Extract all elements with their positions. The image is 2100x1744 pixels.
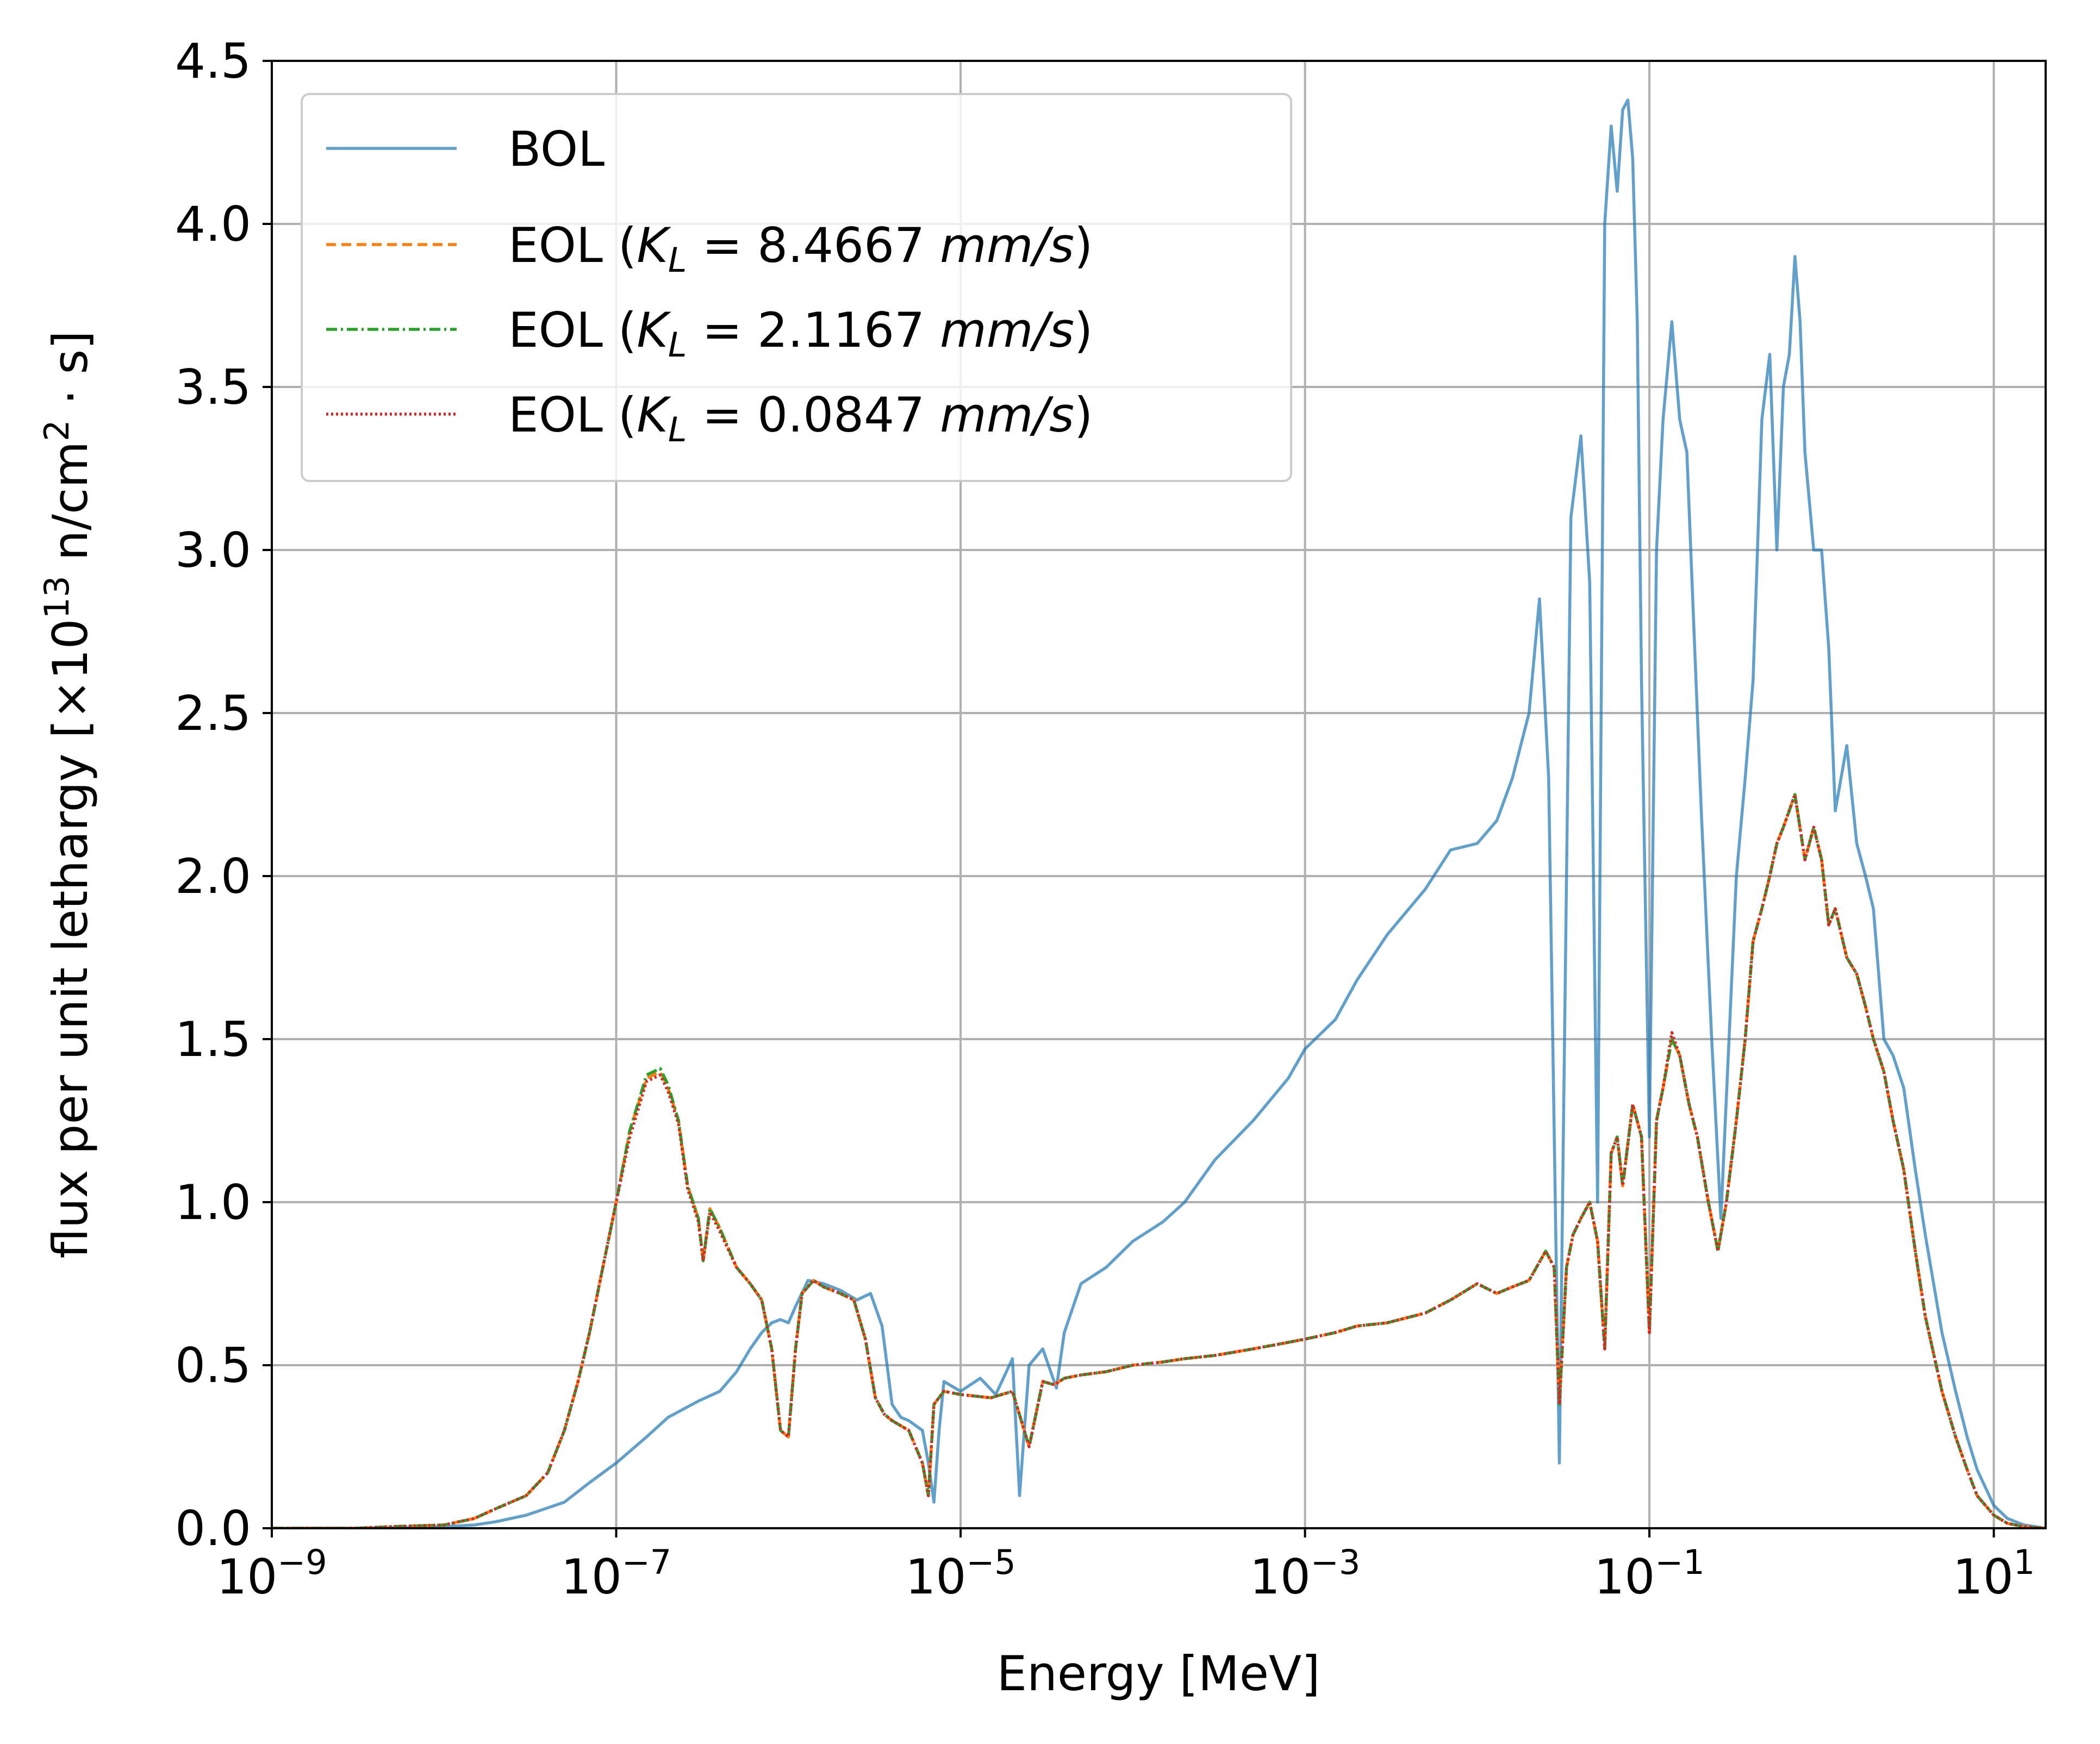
legend-label-prefix: EOL ( (508, 387, 637, 443)
y-axis-label: flux per unit lethargy [×1013 n/cm2 · s] (37, 330, 98, 1258)
y-tick-label: 4.5 (175, 33, 251, 89)
x-tick-label-exp: −5 (966, 1542, 1015, 1582)
plot-frame (271, 60, 2047, 1529)
legend-label-suffix: ) (1074, 387, 1093, 443)
legend-label-k: K (637, 387, 671, 443)
x-tick-label-base: 10 (1594, 1549, 1655, 1605)
legend-label-k-sub: L (668, 240, 687, 280)
y-tick-label: 0.5 (175, 1337, 251, 1393)
x-tick-label-base: 10 (905, 1549, 966, 1605)
y-tick-label: 1.5 (175, 1011, 251, 1067)
legend-label-k-sub: L (668, 410, 687, 449)
legend-label: EOL (KL = 2.1167 mm/s) (508, 302, 1093, 365)
legend-label-prefix: EOL ( (508, 302, 637, 358)
y-tick-label: 3.5 (175, 359, 251, 415)
y-tick-label: 2.5 (175, 685, 251, 741)
axis-ticks: 10−9 10−7 10−5 10−3 10−1 1010.00.51.01.52.02.… (175, 33, 2035, 1605)
x-tick-label-base: 10 (1953, 1549, 2014, 1605)
x-tick-label-base: 10 (216, 1549, 277, 1605)
x-tick-label: 10−9 (216, 1542, 327, 1605)
legend-label: BOL (508, 121, 605, 177)
x-tick-label: 101 (1953, 1542, 2035, 1605)
y-axis-label-unit-exp: 2 (37, 420, 77, 441)
legend-label-k: K (637, 217, 671, 273)
legend-label-unit: mm/s (940, 302, 1074, 358)
series-layer (272, 98, 2046, 1528)
y-tick-label: 0.0 (175, 1501, 251, 1557)
y-tick-label: 3.0 (175, 522, 251, 578)
y-tick-label: 1.0 (175, 1174, 251, 1230)
legend-label-value: = 2.1167 (687, 302, 940, 358)
x-tick-label: 10−3 (1250, 1542, 1360, 1605)
legend-label-k-sub: L (668, 325, 687, 365)
x-tick-label-base: 10 (1250, 1549, 1311, 1605)
legend-label: EOL (KL = 0.0847 mm/s) (508, 387, 1093, 449)
y-tick-label: 4.0 (175, 196, 251, 252)
legend-label-prefix: EOL ( (508, 217, 637, 273)
legend-label-suffix: ) (1074, 217, 1093, 273)
y-axis-label-times: ×10 (42, 618, 98, 720)
x-tick-label-exp: −7 (622, 1542, 671, 1582)
x-tick-label-exp: 1 (2014, 1542, 2035, 1582)
legend-label: EOL (KL = 8.4667 mm/s) (508, 217, 1093, 280)
x-tick-label-exp: −3 (1311, 1542, 1360, 1582)
legend-label-unit: mm/s (940, 217, 1074, 273)
y-axis-label-main: flux per unit lethargy [ (42, 720, 98, 1259)
x-tick-label: 10−1 (1594, 1542, 1704, 1605)
series-line-bol (272, 98, 2046, 1528)
x-axis-label: Energy [MeV] (997, 1646, 1320, 1702)
legend-label-value: = 8.4667 (687, 217, 940, 273)
legend-label-suffix: ) (1074, 302, 1093, 358)
y-tick-label: 2.0 (175, 848, 251, 904)
legend-label-value: = 0.0847 (687, 387, 940, 443)
y-axis-label-unit: n/cm (42, 441, 98, 576)
y-axis-label-tail: · s] (42, 330, 98, 420)
x-tick-label-exp: −9 (277, 1542, 327, 1582)
x-tick-label-base: 10 (561, 1549, 622, 1605)
legend-label-k: K (637, 302, 671, 358)
x-tick-label: 10−7 (561, 1542, 671, 1605)
x-tick-label: 10−5 (905, 1542, 1015, 1605)
legend-box (301, 93, 1292, 482)
legend-label-unit: mm/s (940, 387, 1074, 443)
x-tick-label-exp: −1 (1655, 1542, 1704, 1582)
y-axis-label-exp: 13 (37, 576, 77, 618)
legend-label-prefix: BOL (508, 121, 605, 177)
